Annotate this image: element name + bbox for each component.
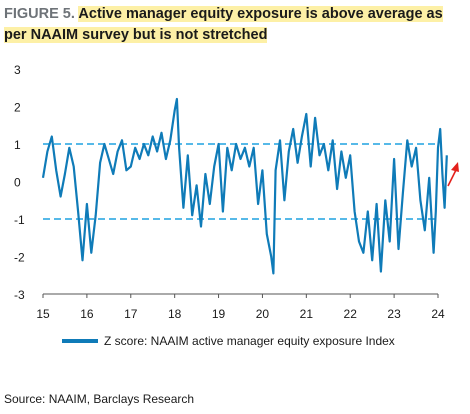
y-tick-label: -3	[14, 288, 25, 302]
x-tick-label: 20	[256, 307, 270, 321]
x-tick-label: 23	[387, 307, 401, 321]
x-tick-label: 16	[80, 307, 94, 321]
trend-arrow-shaft	[447, 169, 457, 187]
y-tick-label: 3	[14, 63, 21, 77]
y-tick-label: -1	[14, 213, 25, 227]
x-tick-label: 24	[431, 307, 445, 321]
figure-label: FIGURE 5.	[4, 6, 75, 22]
source-note: Source: NAAIM, Barclays Research	[4, 392, 195, 406]
y-tick-label: 2	[14, 101, 21, 115]
x-tick-label: 22	[344, 307, 358, 321]
x-tick-label: 15	[36, 307, 50, 321]
y-tick-label: 0	[14, 176, 21, 190]
y-tick-label: -2	[14, 251, 25, 265]
x-tick-label: 21	[300, 307, 314, 321]
chart-title: FIGURE 5. Active manager equity exposure…	[4, 4, 444, 46]
x-tick-label: 18	[168, 307, 182, 321]
legend-label: Z score: NAAIM active manager equity exp…	[104, 334, 395, 348]
trend-arrow-head	[451, 162, 459, 172]
y-tick-label: 1	[14, 138, 21, 152]
x-tick-label: 17	[124, 307, 138, 321]
series-line	[41, 97, 448, 275]
x-tick-label: 19	[212, 307, 226, 321]
